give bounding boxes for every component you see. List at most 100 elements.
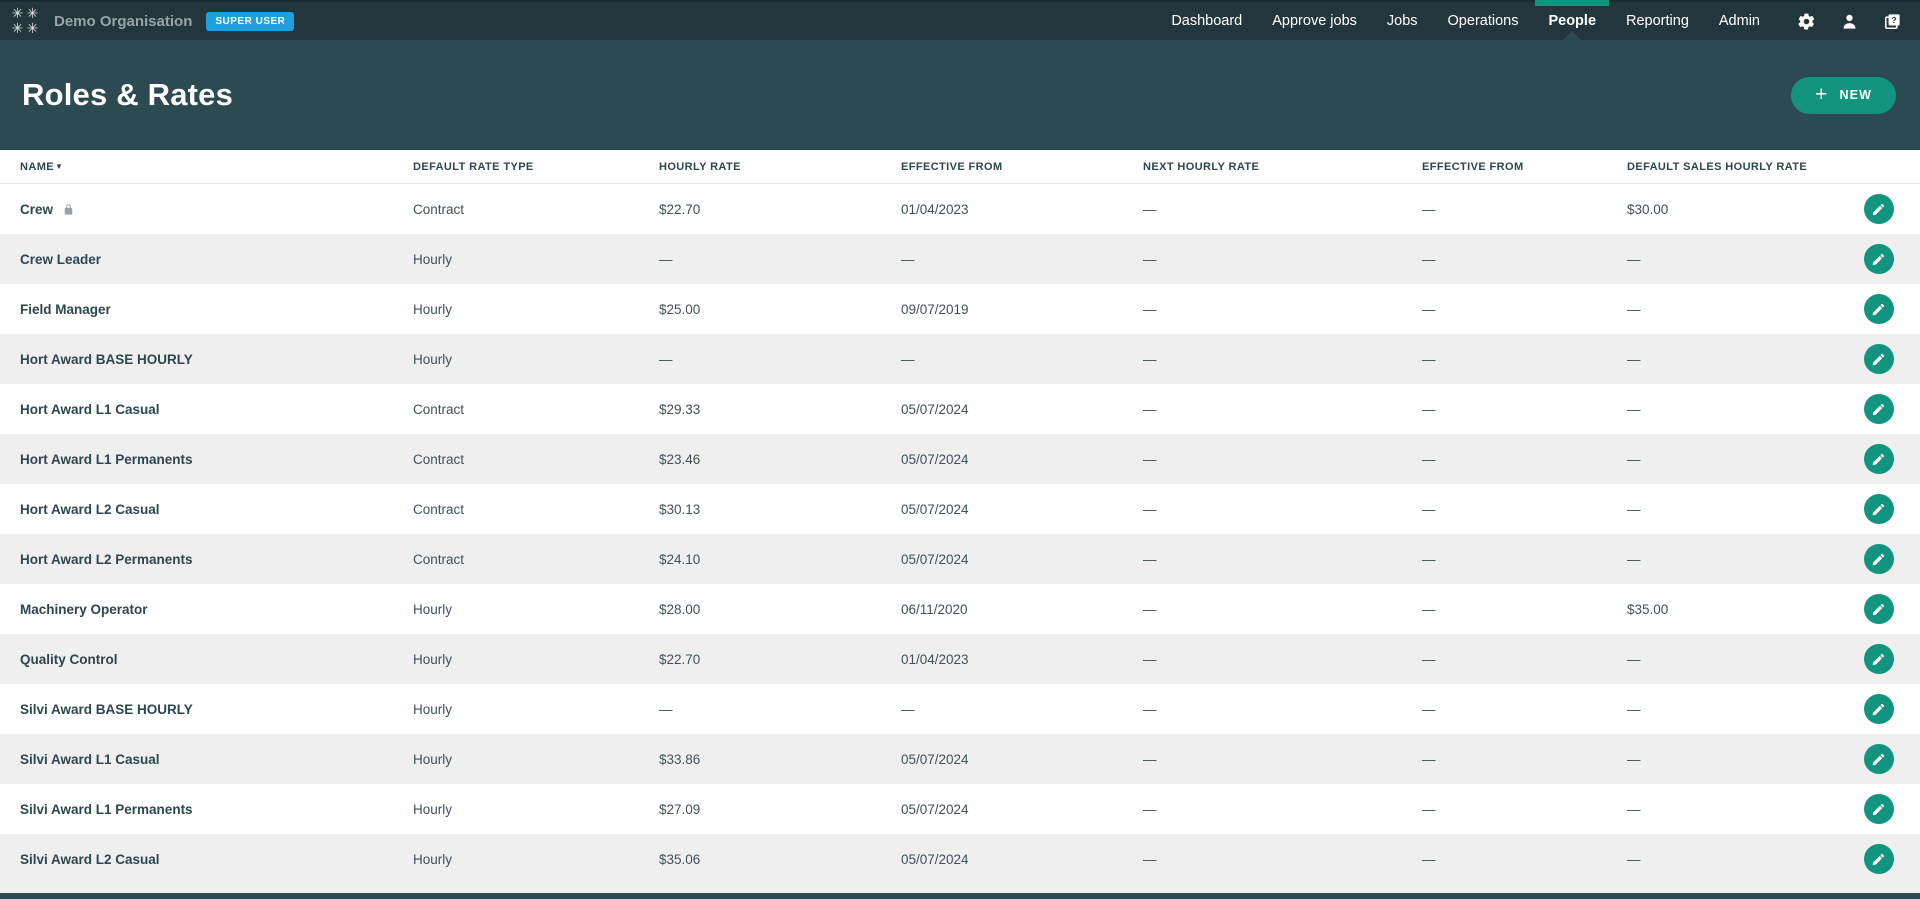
column-header[interactable]: HOURLY RATE [659, 161, 901, 173]
cell-next-hourly-rate: — [1143, 801, 1157, 817]
cell-default-sales-hourly-rate: $30.00 [1627, 201, 1669, 217]
lock-icon [62, 203, 75, 216]
cell-role-name: Hort Award L1 Casual [20, 402, 413, 417]
cell-role-name: Silvi Award L1 Casual [20, 752, 413, 767]
column-header-label: DEFAULT SALES HOURLY RATE [1627, 160, 1808, 173]
edit-role-button[interactable] [1863, 844, 1894, 874]
cell-next-hourly-rate: — [1143, 551, 1157, 567]
column-header[interactable]: EFFECTIVE FROM [901, 161, 1143, 173]
cell-edit [1857, 794, 1900, 824]
page-title: Roles & Rates [22, 77, 234, 112]
cell-effective-from: 05/07/2024 [901, 551, 969, 567]
cell-default-sales-hourly-rate: — [1627, 551, 1641, 567]
nav-item[interactable]: Reporting [1611, 2, 1704, 40]
cell-next-effective-from: — [1422, 801, 1436, 817]
edit-role-button[interactable] [1863, 444, 1894, 474]
cell-hourly-rate: $28.00 [659, 601, 701, 617]
edit-role-button[interactable] [1863, 794, 1894, 824]
column-header-label: HOURLY RATE [659, 160, 741, 173]
nav-item[interactable]: Dashboard [1156, 2, 1257, 40]
column-header-label: EFFECTIVE FROM [1422, 160, 1524, 173]
cell-default-rate-type: Hourly [413, 851, 453, 867]
cell-next-effective-from: — [1422, 451, 1436, 467]
cell-hourly-rate: $24.10 [659, 551, 701, 567]
column-header-label: NEXT HOURLY RATE [1143, 160, 1260, 173]
column-header[interactable]: EFFECTIVE FROM [1422, 161, 1627, 173]
table-row: Field Manager Hourly $25.00 09/07/2019 —… [0, 284, 1920, 334]
role-name: Quality Control [20, 651, 118, 667]
role-name: Silvi Award L2 Casual [20, 851, 160, 867]
cell-edit [1857, 394, 1900, 424]
nav-item[interactable]: Operations [1433, 2, 1534, 40]
cell-role-name: Silvi Award BASE HOURLY [20, 702, 413, 717]
nav-item[interactable]: People [1533, 0, 1611, 40]
cell-next-effective-from: — [1422, 551, 1436, 567]
cell-next-effective-from: — [1422, 401, 1436, 417]
cell-effective-from: — [901, 251, 915, 267]
cell-role-name: Hort Award L2 Casual [20, 502, 413, 517]
cell-default-sales-hourly-rate: — [1627, 401, 1641, 417]
edit-role-button[interactable] [1863, 344, 1894, 374]
column-header[interactable]: NAME▼ [20, 161, 413, 173]
cell-effective-from: 09/07/2019 [901, 301, 969, 317]
role-name: Hort Award L1 Permanents [20, 451, 193, 467]
table-row: Crew Leader Hourly — — — — — [0, 234, 1920, 284]
cell-role-name: Crew Leader [20, 252, 413, 267]
edit-role-button[interactable] [1863, 244, 1894, 274]
cell-default-rate-type: Contract [413, 451, 465, 467]
cell-hourly-rate: $35.06 [659, 851, 701, 867]
cell-next-hourly-rate: — [1143, 651, 1157, 667]
cell-edit [1857, 444, 1900, 474]
cell-next-hourly-rate: — [1143, 751, 1157, 767]
cell-effective-from: 01/04/2023 [901, 201, 969, 217]
cell-default-rate-type: Hourly [413, 701, 453, 717]
cell-default-sales-hourly-rate: — [1627, 851, 1641, 867]
table-row: Hort Award L1 Casual Contract $29.33 05/… [0, 384, 1920, 434]
cell-default-rate-type: Contract [413, 401, 465, 417]
nav-item[interactable]: Admin [1704, 2, 1775, 40]
settings-gear-icon[interactable] [1797, 12, 1816, 31]
cell-role-name: Quality Control [20, 652, 413, 667]
cell-edit [1857, 844, 1900, 874]
cell-effective-from: 05/07/2024 [901, 751, 969, 767]
edit-role-button[interactable] [1863, 494, 1894, 524]
column-header[interactable]: DEFAULT RATE TYPE [413, 161, 659, 173]
edit-role-button[interactable] [1863, 644, 1894, 674]
help-icon[interactable]: ? [1883, 12, 1902, 31]
cell-edit [1857, 594, 1900, 624]
cell-default-sales-hourly-rate: — [1627, 301, 1641, 317]
edit-role-button[interactable] [1863, 394, 1894, 424]
table-row: Hort Award L1 Permanents Contract $23.46… [0, 434, 1920, 484]
edit-role-button[interactable] [1863, 744, 1894, 774]
nav-item[interactable]: Approve jobs [1257, 2, 1372, 40]
cell-hourly-rate: — [659, 251, 673, 267]
edit-role-button[interactable] [1863, 594, 1894, 624]
cell-hourly-rate: $33.86 [659, 751, 701, 767]
cell-next-effective-from: — [1422, 501, 1436, 517]
cell-role-name: Silvi Award L2 Casual [20, 852, 413, 867]
bottom-bar [0, 893, 1920, 899]
edit-role-button[interactable] [1863, 544, 1894, 574]
role-name: Machinery Operator [20, 601, 148, 617]
table-row: Hort Award L2 Casual Contract $30.13 05/… [0, 484, 1920, 534]
edit-role-button[interactable] [1863, 294, 1894, 324]
svg-text:?: ? [1891, 14, 1896, 24]
edit-role-button[interactable] [1863, 194, 1894, 224]
new-button[interactable]: + NEW [1791, 76, 1896, 114]
cell-next-effective-from: — [1422, 701, 1436, 717]
column-header[interactable]: NEXT HOURLY RATE [1143, 161, 1422, 173]
table-row: Quality Control Hourly $22.70 01/04/2023… [0, 634, 1920, 684]
cell-effective-from: 05/07/2024 [901, 851, 969, 867]
nav-item[interactable]: Jobs [1372, 2, 1433, 40]
user-profile-icon[interactable] [1840, 12, 1859, 31]
cell-role-name: Crew [20, 202, 413, 217]
edit-role-button[interactable] [1863, 694, 1894, 724]
cell-next-hourly-rate: — [1143, 201, 1157, 217]
cell-role-name: Silvi Award L1 Permanents [20, 802, 413, 817]
column-header[interactable]: DEFAULT SALES HOURLY RATE [1627, 161, 1857, 173]
cell-default-sales-hourly-rate: — [1627, 351, 1641, 367]
cell-hourly-rate: $29.33 [659, 401, 701, 417]
sort-desc-icon: ▼ [55, 161, 64, 171]
cell-default-rate-type: Hourly [413, 601, 453, 617]
cell-role-name: Hort Award L2 Permanents [20, 552, 413, 567]
